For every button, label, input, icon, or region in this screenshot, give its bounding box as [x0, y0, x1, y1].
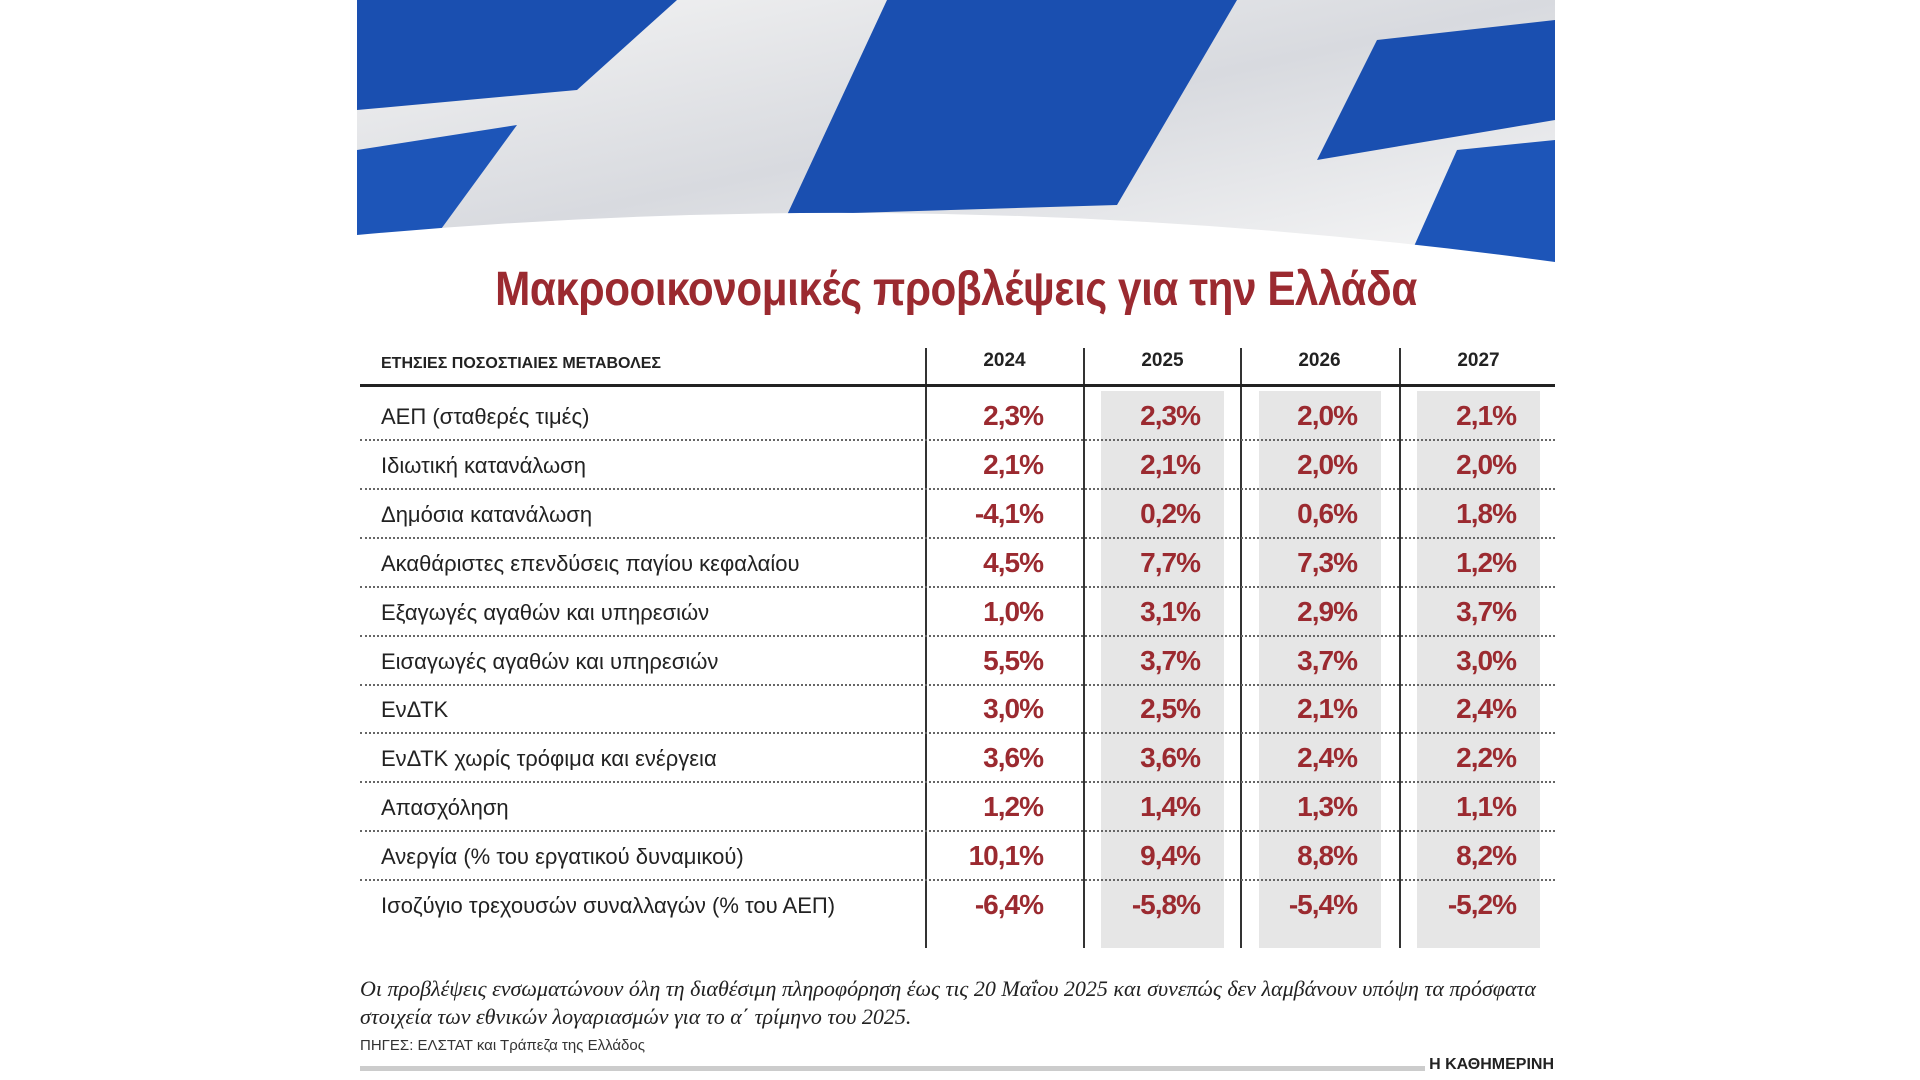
value-2027: 2,1%: [1456, 400, 1517, 431]
row-label: Δημόσια κατανάλωση: [381, 501, 593, 527]
value-2024: -6,4%: [974, 889, 1044, 920]
value-2027: -5,2%: [1447, 889, 1517, 920]
value-2025: 3,6%: [1140, 742, 1201, 774]
row-label: Εισαγωγές αγαθών και υπηρεσιών: [381, 648, 719, 674]
table-row: Απασχόληση 1,2% 1,4% 1,3% 1,1%: [360, 783, 1555, 833]
value-2024: 4,5%: [983, 546, 1044, 578]
greek-flag-image: [357, 0, 1555, 262]
value-2027: 2,2%: [1456, 742, 1517, 774]
header-rule: [360, 384, 1555, 387]
table-row: ΑΕΠ (σταθερές τιμές) 2,3% 2,3% 2,0% 2,1%: [360, 392, 1555, 441]
value-2025: 0,2%: [1140, 497, 1201, 529]
row-label: ΕνΔΤΚ: [381, 697, 449, 723]
value-2025: 9,4%: [1140, 840, 1201, 872]
value-2024: 5,5%: [983, 644, 1044, 676]
value-2024: -4,1%: [974, 497, 1044, 529]
value-2025: 1,4%: [1140, 791, 1201, 823]
shade-2026: [1259, 391, 1381, 948]
value-2027: 3,0%: [1456, 644, 1517, 676]
footer-bar: [360, 1066, 1425, 1071]
value-2024: 10,1%: [968, 840, 1044, 872]
value-2027: 1,1%: [1456, 791, 1517, 823]
row-label: Ανεργία (% του εργατικού δυναμικού): [381, 844, 744, 870]
value-2025: 2,3%: [1140, 400, 1201, 431]
value-2026: 2,0%: [1297, 448, 1358, 480]
value-2024: 3,0%: [983, 693, 1044, 725]
divider: [1240, 348, 1242, 948]
value-2025: 3,1%: [1140, 595, 1201, 627]
value-2026: 2,4%: [1297, 742, 1358, 774]
value-2024: 2,3%: [983, 400, 1044, 431]
divider: [1399, 348, 1401, 948]
value-2024: 2,1%: [983, 448, 1044, 480]
row-label: Απασχόληση: [381, 795, 509, 821]
table-row: Ακαθάριστες επενδύσεις παγίου κεφαλαίου 4…: [360, 539, 1555, 588]
table-row: Εισαγωγές αγαθών και υπηρεσιών 5,5% 3,7% 3,…: [360, 637, 1555, 686]
value-2026: 8,8%: [1297, 840, 1358, 872]
value-2024: 1,2%: [983, 791, 1044, 823]
value-2027: 1,8%: [1456, 497, 1517, 529]
value-2027: 8,2%: [1456, 840, 1517, 872]
value-2026: 2,0%: [1297, 400, 1358, 431]
value-2025: 2,1%: [1140, 448, 1201, 480]
row-label: Ακαθάριστες επενδύσεις παγίου κεφαλαίου: [381, 550, 800, 576]
value-2025: -5,8%: [1131, 889, 1201, 920]
year-2026: 2026: [1298, 350, 1341, 371]
value-2026: 2,1%: [1297, 693, 1358, 725]
value-2026: 0,6%: [1297, 497, 1358, 529]
shade-2025: [1101, 391, 1224, 948]
row-label: ΕνΔΤΚ χωρίς τρόφιμα και ενέργεια: [381, 746, 717, 772]
table-row: Δημόσια κατανάλωση -4,1% 0,2% 0,6% 1,8%: [360, 490, 1555, 539]
value-2027: 3,7%: [1456, 595, 1517, 627]
header-label: ΕΤΗΣΙΕΣ ΠΟΣΟΣΤΙΑΙΕΣ ΜΕΤΑΒΟΛΕΣ: [381, 355, 662, 372]
value-2026: -5,4%: [1288, 889, 1358, 920]
brand-logo: Η ΚΑΘΗΜΕΡΙΝΗ: [1429, 1056, 1554, 1073]
year-2027: 2027: [1457, 350, 1500, 371]
value-2027: 2,4%: [1456, 693, 1517, 725]
row-label: Ισοζύγιο τρεχουσών συναλλαγών (% του ΑΕΠ…: [381, 893, 836, 918]
table-row: ΕνΔΤΚ 3,0% 2,5% 2,1% 2,4%: [360, 685, 1555, 735]
source-text: ΠΗΓΕΣ: ΕΛΣΤΑΤ και Τράπεζα της Ελλάδος: [360, 1037, 645, 1054]
value-2024: 1,0%: [983, 595, 1044, 627]
value-2025: 3,7%: [1140, 644, 1201, 676]
year-2024: 2024: [983, 350, 1026, 371]
value-2025: 7,7%: [1140, 546, 1201, 578]
value-2026: 3,7%: [1297, 644, 1358, 676]
value-2026: 1,3%: [1297, 791, 1358, 823]
value-2026: 2,9%: [1297, 595, 1358, 627]
value-2027: 1,2%: [1456, 546, 1517, 578]
year-2025: 2025: [1141, 350, 1184, 371]
value-2024: 3,6%: [983, 742, 1044, 774]
value-2025: 2,5%: [1140, 693, 1201, 725]
table-row: Εξαγωγές αγαθών και υπηρεσιών 1,0% 3,1% 2,9…: [360, 588, 1555, 637]
shade-2027: [1417, 391, 1540, 948]
row-label: ΑΕΠ (σταθερές τιμές): [381, 404, 590, 429]
row-label: Εξαγωγές αγαθών και υπηρεσιών: [381, 599, 710, 625]
page-title: Μακροοικονομικές προβλέψεις για την Ελλά…: [495, 263, 1417, 316]
table-row: Ισοζύγιο τρεχουσών συναλλαγών (% του ΑΕΠ…: [360, 881, 1555, 930]
table-row: Ανεργία (% του εργατικού δυναμικού) 10,1%…: [360, 832, 1555, 882]
value-2027: 2,0%: [1456, 448, 1517, 480]
divider: [925, 348, 927, 948]
footnote: Οι προβλέψεις ενσωματώνουν όλη τη διαθέσ…: [360, 976, 1536, 1029]
table-row: Ιδιωτική κατανάλωση 2,1% 2,1% 2,0% 2,0%: [360, 441, 1555, 490]
divider: [1083, 348, 1085, 948]
value-2026: 7,3%: [1297, 546, 1358, 578]
row-label: Ιδιωτική κατανάλωση: [381, 452, 586, 478]
table-row: ΕνΔΤΚ χωρίς τρόφιμα και ενέργεια 3,6% 3,6%…: [360, 734, 1555, 784]
